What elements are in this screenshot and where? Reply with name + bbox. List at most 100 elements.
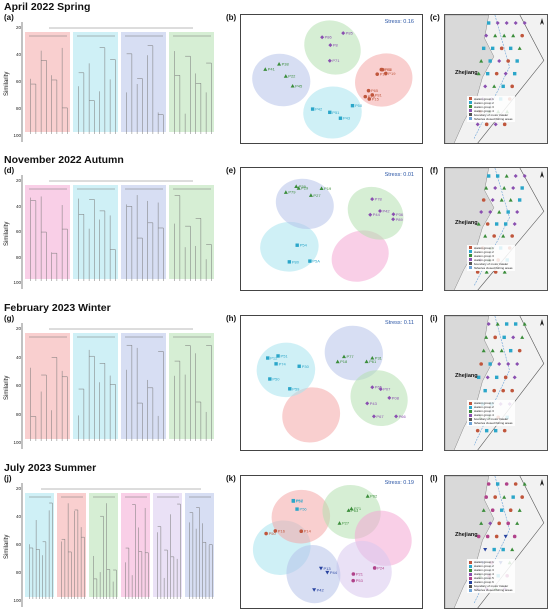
station-marker xyxy=(499,46,504,51)
station-marker xyxy=(512,71,517,76)
legend-item: station group 2 xyxy=(469,564,513,568)
panel-label-nmds: (b) xyxy=(226,13,237,22)
legend-swatch xyxy=(469,584,472,588)
nmds-point-label: P85 xyxy=(346,31,354,36)
station-marker xyxy=(484,33,489,38)
station-marker xyxy=(510,547,515,552)
nmds-point xyxy=(283,74,288,78)
similarity-tick: 60 xyxy=(15,383,21,388)
cluster-group-box xyxy=(169,32,214,132)
similarity-tick: 60 xyxy=(15,229,21,234)
station-marker xyxy=(486,21,491,25)
nmds-point xyxy=(288,387,292,391)
nmds-point xyxy=(276,354,280,358)
station-marker xyxy=(513,21,518,25)
nmds-point-label: P54 xyxy=(300,243,308,248)
stress-value: Stress: 0.16 xyxy=(384,19,414,25)
nmds-point xyxy=(391,212,396,217)
legend-item: station group 3 xyxy=(469,568,513,572)
nmds-point-label: P50 xyxy=(272,376,280,381)
station-marker xyxy=(488,210,493,214)
nmds-point xyxy=(372,566,377,570)
legend-swatch xyxy=(469,409,472,413)
station-marker xyxy=(497,362,502,366)
station-marker xyxy=(520,186,524,190)
nmds-point xyxy=(346,508,351,512)
station-marker xyxy=(492,547,496,552)
station-marker xyxy=(495,21,500,25)
station-marker xyxy=(476,222,481,226)
station-marker xyxy=(502,335,506,340)
station-marker xyxy=(476,534,481,539)
panel-label-dendrogram: (a) xyxy=(4,13,14,22)
legend-swatch xyxy=(469,105,472,109)
legend-label: station group 3 xyxy=(474,253,494,258)
nmds-point-label: P8 xyxy=(333,43,339,48)
map-legend: station group 1 station group 2 station gr… xyxy=(467,559,515,594)
north-arrow-icon xyxy=(540,319,544,326)
station-marker xyxy=(497,59,502,63)
nmds-point xyxy=(291,498,296,503)
station-marker xyxy=(497,521,501,526)
stress-value: Stress: 0.11 xyxy=(385,320,414,326)
station-marker xyxy=(485,71,490,76)
similarity-tick: 20 xyxy=(15,25,21,30)
similarity-tick: 20 xyxy=(15,486,21,491)
similarity-tick: 80 xyxy=(15,254,21,260)
station-marker xyxy=(512,222,517,226)
legend-label: station group 3 xyxy=(474,568,494,573)
map-legend: station group 1 station group 2 station gr… xyxy=(467,400,515,427)
legend-item: station group 2 xyxy=(469,101,513,105)
nmds-point xyxy=(296,186,301,190)
map-legend: station group 1 station group 2 station gr… xyxy=(467,244,515,271)
station-marker xyxy=(495,482,500,486)
legend-item: station group 4 xyxy=(469,258,513,262)
nmds-point xyxy=(366,88,371,93)
station-marker xyxy=(512,534,517,539)
station-marker xyxy=(490,198,495,202)
cluster-group-box xyxy=(121,185,166,279)
station-marker xyxy=(481,198,486,202)
nmds-point-label: P08 xyxy=(392,395,400,400)
legend-label: station group 2 xyxy=(474,564,494,569)
legend-item: station group 3 xyxy=(469,254,513,258)
nmds-point xyxy=(338,116,343,120)
station-marker xyxy=(522,322,527,326)
station-marker xyxy=(486,174,491,178)
legend-label: station group 4 xyxy=(474,572,494,577)
legend-swatch xyxy=(469,401,472,405)
panel-label-map: (l) xyxy=(430,474,438,483)
station-marker xyxy=(493,495,497,499)
map-canvas xyxy=(445,15,545,143)
nmds-point xyxy=(325,570,330,575)
nmds-point-label: P78 xyxy=(375,197,383,202)
nmds-point xyxy=(370,355,375,360)
nmds-group-ellipse xyxy=(271,489,331,544)
nmds-point xyxy=(394,414,399,419)
nmds-plot: Stress: 0.01 P27 P29 P19 P79 P39 P42 P44 P36 P78 P… xyxy=(240,167,423,291)
station-marker xyxy=(513,482,518,486)
station-marker xyxy=(502,122,507,127)
legend-item: station group 2 xyxy=(469,405,513,409)
north-arrow-icon xyxy=(540,171,544,178)
cluster-group-box xyxy=(169,185,214,279)
station-marker xyxy=(517,348,522,353)
station-marker xyxy=(515,59,519,63)
station-marker xyxy=(481,348,486,353)
legend-label: station group 3 xyxy=(474,104,494,109)
station-marker xyxy=(485,222,490,226)
stress-value: Stress: 0.19 xyxy=(384,480,414,486)
cluster-group-box xyxy=(25,185,70,279)
station-marker xyxy=(512,375,517,380)
nmds-point xyxy=(328,43,333,48)
nmds-point-label: P31 xyxy=(375,355,383,360)
nmds-point xyxy=(378,209,383,214)
nmds-point-label: P79 xyxy=(288,190,296,195)
station-marker xyxy=(492,84,497,88)
station-marker xyxy=(510,84,514,89)
nmds-point-label: P67 xyxy=(376,414,384,419)
closed-fishing-area-line xyxy=(473,476,510,604)
station-marker xyxy=(506,210,510,214)
